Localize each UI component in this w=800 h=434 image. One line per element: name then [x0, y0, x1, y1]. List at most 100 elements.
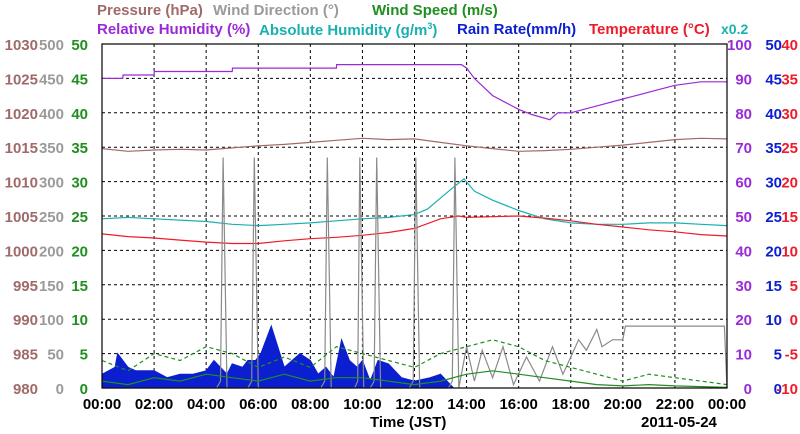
y-tick-temp: 5 — [790, 278, 798, 295]
y-tick-wind-dir: 400 — [39, 106, 64, 123]
legend-temperature: Temperature (°C) — [589, 21, 710, 38]
y-tick-wind-speed: 45 — [71, 71, 88, 88]
y-tick-pressure: 990 — [13, 312, 38, 329]
series-relative-humidity-0 — [102, 63, 727, 121]
y-tick-wind-dir: 500 — [39, 37, 64, 54]
y-tick-wind-speed: 40 — [71, 106, 88, 123]
y-tick-rain: 0 — [774, 381, 782, 398]
y-tick-rh: 30 — [735, 278, 752, 295]
y-tick-wind-dir: 150 — [39, 278, 64, 295]
y-tick-rain: 35 — [765, 140, 782, 157]
y-tick-pressure: 1025 — [5, 71, 38, 88]
y-tick-wind-speed: 10 — [71, 312, 88, 329]
legend-wind-speed: Wind Speed (m/s) — [372, 2, 498, 19]
y-tick-pressure: 1015 — [5, 140, 38, 157]
x-tick-label: 22:00 — [656, 396, 694, 413]
x-tick-label: 00:00 — [83, 396, 121, 413]
y-tick-rain: 30 — [765, 175, 782, 192]
y-tick-rh: 50 — [735, 209, 752, 226]
y-tick-temp: 30 — [781, 106, 798, 123]
legend-pressure: Pressure (hPa) — [97, 2, 203, 19]
y-tick-temp: 25 — [781, 140, 798, 157]
y-tick-wind-dir: 450 — [39, 71, 64, 88]
legend-rain-rate: Rain Rate(mm/h) — [457, 21, 577, 38]
y-tick-rh: 40 — [735, 243, 752, 260]
series-wind-speed-6 — [101, 370, 728, 388]
x-tick-label: 20:00 — [604, 396, 642, 413]
y-tick-pressure: 1005 — [5, 209, 38, 226]
y-tick-temp: 40 — [781, 37, 798, 54]
series-pressure-1 — [101, 137, 728, 152]
y-tick-wind-dir: 200 — [39, 243, 64, 260]
legend-absolute-humidity-tail: ) — [432, 22, 438, 39]
y-tick-temp: 10 — [781, 243, 798, 260]
x-tick-label: 04:00 — [187, 396, 225, 413]
y-tick-temp: 0 — [790, 312, 798, 329]
y-tick-wind-speed: 30 — [71, 175, 88, 192]
y-tick-pressure: 1020 — [5, 106, 38, 123]
y-tick-wind-speed: 50 — [71, 37, 88, 54]
plot-frame — [101, 43, 728, 389]
y-tick-pressure: 985 — [13, 347, 38, 364]
y-tick-rain: 20 — [765, 243, 782, 260]
series-absolute-humidity-2 — [101, 177, 728, 227]
y-tick-wind-dir: 100 — [39, 312, 64, 329]
y-tick-wind-speed: 0 — [80, 381, 88, 398]
y-tick-rain: 45 — [765, 71, 782, 88]
y-tick-pressure: 1030 — [5, 37, 38, 54]
legend-relative-humidity: Relative Humidity (%) — [97, 21, 251, 38]
y-tick-temp: 35 — [781, 71, 798, 88]
x-tick-label: 16:00 — [499, 396, 537, 413]
x-tick-label: 02:00 — [135, 396, 173, 413]
legend-absolute-humidity: Absolute Humidity (g/m3) — [259, 21, 437, 39]
x-tick-label: 08:00 — [291, 396, 329, 413]
y-tick-rain: 40 — [765, 106, 782, 123]
y-tick-rain: 25 — [765, 209, 782, 226]
y-tick-wind-speed: 25 — [71, 209, 88, 226]
x-tick-label: 06:00 — [239, 396, 277, 413]
legend-absolute-humidity-sup: 3 — [427, 21, 433, 31]
y-tick-temp: -10 — [776, 381, 798, 398]
legend-wind-direction: Wind Direction (°) — [213, 2, 339, 19]
y-tick-wind-dir: 300 — [39, 175, 64, 192]
y-tick-pressure: 1010 — [5, 175, 38, 192]
y-tick-pressure: 995 — [13, 278, 38, 295]
legend-x02: x0.2 — [721, 21, 749, 37]
y-tick-rh: 60 — [735, 175, 752, 192]
y-tick-rh: 80 — [735, 106, 752, 123]
date-label: 2011-05-24 — [641, 414, 717, 431]
y-tick-wind-dir: 0 — [56, 381, 64, 398]
y-tick-temp: -5 — [785, 347, 798, 364]
x-tick-label: 10:00 — [343, 396, 381, 413]
x-tick-label: 14:00 — [447, 396, 485, 413]
series-temperature-3 — [101, 215, 728, 245]
y-tick-rain: 50 — [765, 37, 782, 54]
y-tick-rh: 10 — [735, 347, 752, 364]
y-tick-rain: 5 — [774, 347, 782, 364]
y-tick-rh: 0 — [744, 381, 752, 398]
x-tick-label: 18:00 — [552, 396, 590, 413]
legend-absolute-humidity-label: Absolute Humidity (g/m — [259, 22, 428, 39]
y-tick-rh: 90 — [735, 71, 752, 88]
y-tick-rh: 70 — [735, 140, 752, 157]
y-tick-temp: 20 — [781, 175, 798, 192]
y-tick-pressure: 1000 — [5, 243, 38, 260]
x-axis-label: Time (JST) — [370, 414, 447, 431]
x-tick-label: 00:00 — [708, 396, 746, 413]
y-tick-wind-dir: 250 — [39, 209, 64, 226]
y-tick-rh: 100 — [727, 37, 752, 54]
series-wind-speed-5 — [101, 339, 728, 386]
y-tick-rain: 10 — [765, 312, 782, 329]
y-tick-rh: 20 — [735, 312, 752, 329]
y-tick-wind-speed: 5 — [80, 347, 88, 364]
y-tick-wind-speed: 20 — [71, 243, 88, 260]
y-tick-wind-speed: 15 — [71, 278, 88, 295]
y-tick-wind-dir: 50 — [47, 347, 64, 364]
y-tick-rain: 15 — [765, 278, 782, 295]
x-tick-label: 12:00 — [395, 396, 433, 413]
y-tick-wind-dir: 350 — [39, 140, 64, 157]
y-tick-temp: 15 — [781, 209, 798, 226]
y-tick-wind-speed: 35 — [71, 140, 88, 157]
